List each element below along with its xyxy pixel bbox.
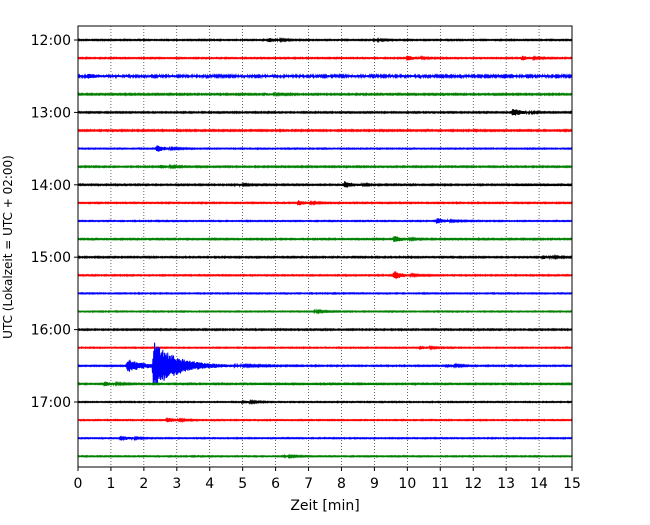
trace-1445 (78, 236, 572, 243)
y-tick-label: 14:00 (31, 178, 71, 194)
trace-1545 (78, 308, 572, 315)
y-tick-label: 17:00 (31, 395, 71, 411)
trace-1200 (78, 37, 572, 44)
x-tick-label: 10 (398, 476, 416, 492)
x-tick-label: 3 (172, 476, 181, 492)
trace-1415 (78, 199, 572, 206)
trace-1330 (78, 145, 572, 152)
trace-1700 (78, 398, 572, 406)
trace-1615 (78, 344, 572, 351)
y-tick-label: 12:00 (31, 33, 71, 49)
x-axis-ticks: 0 1 2 3 4 5 6 7 8 9 10 11 12 13 14 15 (74, 467, 581, 492)
x-tick-label: 4 (205, 476, 214, 492)
x-tick-label: 0 (74, 476, 83, 492)
y-tick-label: 15:00 (31, 250, 71, 266)
plot-background (78, 26, 572, 467)
trace-1215 (78, 55, 572, 62)
x-tick-label: 15 (563, 476, 581, 492)
trace-1645 (78, 380, 572, 387)
x-tick-label: 11 (431, 476, 449, 492)
x-tick-label: 13 (497, 476, 515, 492)
x-axis-label: Zeit [min] (290, 498, 359, 514)
x-tick-label: 7 (304, 476, 313, 492)
trace-1430 (78, 218, 572, 224)
trace-1630 (78, 342, 572, 386)
trace-1345 (78, 163, 572, 170)
x-tick-label: 8 (337, 476, 346, 492)
trace-1515 (78, 271, 572, 279)
x-tick-label: 1 (106, 476, 115, 492)
trace-1730 (78, 435, 572, 442)
trace-1230 (78, 72, 572, 80)
x-tick-label: 9 (370, 476, 379, 492)
y-tick-label: 13:00 (31, 105, 71, 121)
y-tick-label: 16:00 (31, 323, 71, 339)
trace-1500 (78, 254, 572, 261)
x-tick-label: 2 (139, 476, 148, 492)
trace-1715 (78, 417, 572, 423)
y-axis-label: UTC (Lokalzeit = UTC + 02:00) (1, 155, 15, 339)
y-axis-ticks: 12:00 13:00 14:00 15:00 16:00 17:00 (31, 33, 78, 411)
x-tick-label: 12 (464, 476, 482, 492)
plot-frame (77, 25, 573, 468)
trace-1600 (78, 327, 572, 332)
seismic-traces (78, 37, 572, 460)
x-tick-label: 6 (271, 476, 280, 492)
trace-1400 (78, 181, 572, 188)
x-tick-label: 5 (238, 476, 247, 492)
trace-1530 (78, 291, 572, 296)
trace-1300 (78, 109, 572, 116)
trace-1315 (78, 128, 572, 134)
trace-1245 (78, 91, 572, 98)
trace-1745 (78, 453, 572, 460)
x-tick-label: 14 (530, 476, 548, 492)
